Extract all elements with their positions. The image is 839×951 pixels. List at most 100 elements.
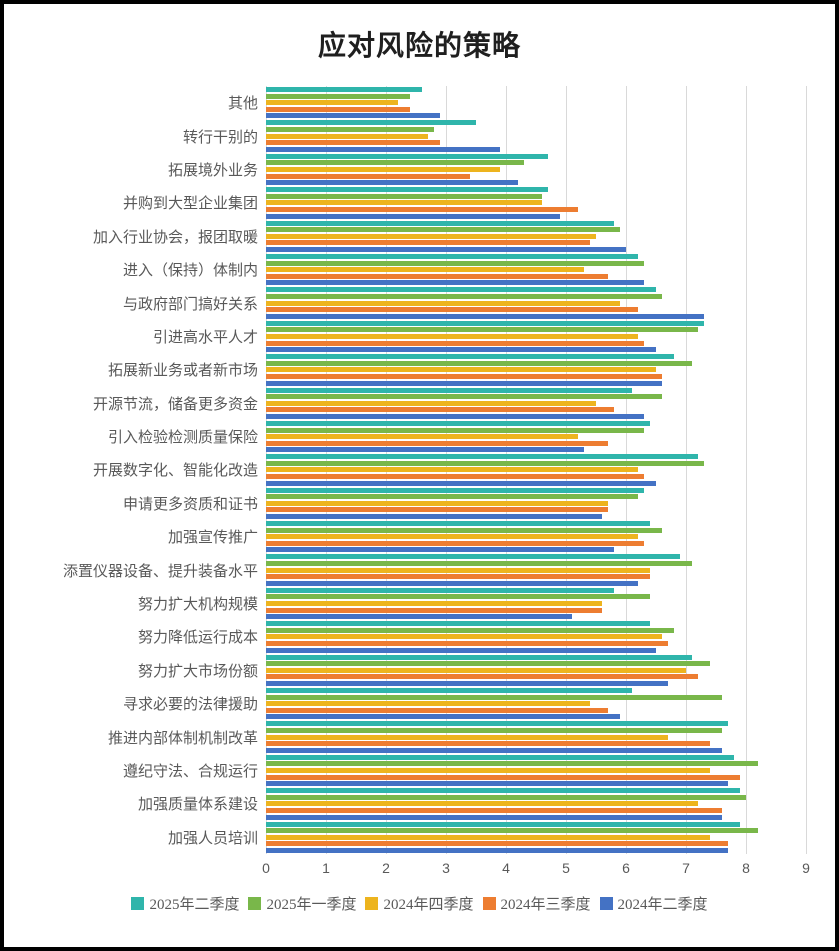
x-tick-label: 0 — [262, 860, 270, 876]
bar — [266, 788, 740, 794]
category-label: 加入行业协会，报团取暖 — [92, 229, 258, 246]
legend-label: 2024年二季度 — [617, 897, 708, 913]
bar — [266, 93, 410, 99]
x-tick-label: 8 — [742, 860, 750, 876]
category-label: 添置仪器设备、提升装备水平 — [62, 563, 258, 580]
bar-group — [266, 687, 806, 720]
legend-swatch-icon — [131, 897, 145, 910]
bar — [266, 614, 572, 620]
legend-label: 2024年四季度 — [383, 897, 474, 913]
bar — [266, 774, 740, 780]
bar — [266, 580, 638, 586]
bar — [266, 287, 656, 293]
bar-group — [266, 520, 806, 553]
bar — [266, 714, 620, 720]
bar — [266, 494, 638, 500]
bar — [266, 227, 620, 233]
bar — [266, 547, 614, 553]
bar-group — [266, 286, 806, 319]
bar — [266, 394, 662, 400]
x-tick-label: 5 — [562, 860, 570, 876]
bar — [266, 240, 590, 246]
bar — [266, 601, 602, 607]
bar — [266, 427, 644, 433]
bar — [266, 554, 680, 560]
bar — [266, 447, 584, 453]
bar — [266, 654, 692, 660]
bar — [266, 233, 596, 239]
bar — [266, 153, 548, 159]
bar — [266, 146, 500, 152]
bar — [266, 434, 578, 440]
chart-title: 应对风险的策略 — [317, 31, 521, 62]
bar — [266, 641, 668, 647]
category-label: 引入检验检测质量保险 — [107, 430, 258, 447]
bar — [266, 440, 608, 446]
bar-group — [266, 420, 806, 453]
bar — [266, 206, 578, 212]
bar — [266, 821, 740, 827]
bar — [266, 280, 644, 286]
category-label: 拓展新业务或者新市场 — [107, 363, 258, 380]
bar — [266, 420, 650, 426]
bar — [266, 534, 638, 540]
bar — [266, 567, 650, 573]
bar-group — [266, 320, 806, 353]
legend-item: 2025年一季度 — [248, 893, 356, 914]
category-label: 推进内部体制机制改革 — [107, 730, 258, 747]
bar-group — [266, 821, 806, 854]
x-axis: 0 1 2 3 4 5 6 7 8 9 — [262, 860, 810, 880]
bar — [266, 627, 674, 633]
bar-group — [266, 787, 806, 820]
bar — [266, 607, 602, 613]
bar — [266, 100, 398, 106]
bar-group — [266, 119, 806, 152]
bar — [266, 313, 704, 319]
bar — [266, 454, 698, 460]
category-label: 转行干别的 — [182, 129, 258, 146]
bar — [266, 514, 602, 520]
bar — [266, 621, 650, 627]
category-label: 努力降低运行成本 — [137, 630, 258, 647]
bar-group — [266, 754, 806, 787]
bar — [266, 674, 698, 680]
x-tick-label: 9 — [802, 860, 810, 876]
bar — [266, 173, 470, 179]
bar — [266, 487, 644, 493]
bar — [266, 347, 656, 353]
category-label: 进入（保持）体制内 — [122, 263, 258, 280]
bar — [266, 594, 650, 600]
category-axis: 其他 转行干别的 拓展境外业务 并购到大型企业集团 加入行业协会，报团取暖 进入（保持）体… — [4, 86, 258, 854]
bar — [266, 187, 548, 193]
x-tick-label: 7 — [682, 860, 690, 876]
bar — [266, 741, 710, 747]
bar-group — [266, 620, 806, 653]
legend-swatch-icon — [248, 897, 262, 910]
legend: 2025年二季度 2025年一季度 2024年四季度 2024年三季度 2024年二季度 — [4, 893, 835, 914]
bar — [266, 681, 668, 687]
legend-item: 2024年三季度 — [482, 893, 591, 914]
bar — [266, 527, 662, 533]
legend-label: 2025年二季度 — [149, 897, 240, 913]
bar — [266, 841, 728, 847]
bar — [266, 307, 638, 313]
plot-area — [266, 86, 807, 854]
bar — [266, 688, 632, 694]
bar — [266, 521, 650, 527]
bar — [266, 200, 542, 206]
bar — [266, 300, 620, 306]
bar — [266, 507, 608, 513]
bar — [266, 273, 608, 279]
bar — [266, 480, 656, 486]
bar — [266, 140, 440, 146]
bar — [266, 253, 638, 259]
bar — [266, 540, 644, 546]
bar-group — [266, 186, 806, 219]
bar — [266, 133, 428, 139]
bar — [266, 734, 668, 740]
bar — [266, 213, 560, 219]
bar — [266, 801, 698, 807]
bar — [266, 707, 608, 713]
x-tick-label: 4 — [502, 860, 510, 876]
